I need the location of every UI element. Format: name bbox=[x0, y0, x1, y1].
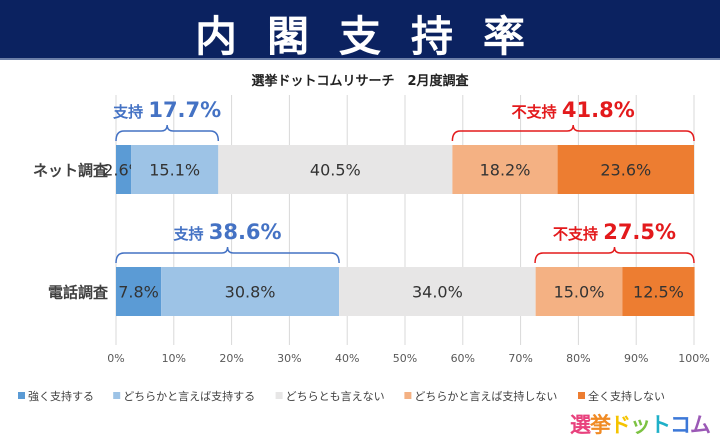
bar-segment bbox=[218, 145, 453, 194]
data-label: 18.2% bbox=[480, 161, 531, 180]
legend-label: どちらとも言えない bbox=[286, 390, 385, 403]
category-label: 電話調査 bbox=[48, 284, 109, 302]
bar-segment bbox=[339, 267, 536, 316]
chart-subtitle: 選挙ドットコムリサーチ 2月度調査 bbox=[251, 74, 469, 89]
page-title: 内閣支持率 bbox=[194, 12, 555, 61]
x-tick-label: 10% bbox=[162, 352, 186, 365]
category-label: ネット調査 bbox=[33, 162, 109, 180]
legend-label: どちらかと言えば支持しない bbox=[414, 389, 557, 403]
legend-swatch bbox=[113, 392, 121, 399]
data-label: 15.0% bbox=[554, 283, 605, 302]
bar-segment bbox=[116, 267, 162, 316]
x-tick-label: 100% bbox=[678, 352, 709, 365]
bar-segment bbox=[161, 267, 340, 316]
data-label: 30.8% bbox=[225, 283, 276, 302]
x-tick-label: 30% bbox=[277, 352, 301, 365]
data-label: 15.1% bbox=[149, 161, 200, 180]
x-tick-label: 40% bbox=[335, 352, 359, 365]
data-label: 23.6% bbox=[600, 161, 651, 180]
x-tick-label: 0% bbox=[107, 352, 124, 365]
x-tick-label: 80% bbox=[566, 352, 590, 365]
x-tick-label: 20% bbox=[219, 352, 243, 365]
bracket bbox=[115, 124, 220, 142]
logo: 選挙ドットコム bbox=[570, 413, 711, 437]
bar-segment bbox=[557, 145, 694, 194]
x-tick-label: 70% bbox=[508, 352, 532, 365]
data-label: 34.0% bbox=[412, 283, 463, 302]
annotation-label: 不支持 41.8% bbox=[512, 98, 635, 122]
annotation-label: 支持 17.7% bbox=[112, 98, 221, 122]
legend-swatch bbox=[404, 392, 412, 399]
bar-segment bbox=[131, 145, 219, 194]
legend-swatch bbox=[18, 392, 25, 399]
data-label: 7.8% bbox=[118, 283, 159, 302]
legend-swatch bbox=[275, 392, 283, 399]
legend-swatch bbox=[578, 392, 585, 399]
x-tick-label: 50% bbox=[393, 352, 417, 365]
annotation-label: 支持 38.6% bbox=[173, 220, 282, 244]
data-label: 40.5% bbox=[310, 161, 361, 180]
legend-label: 強く支持する bbox=[28, 389, 94, 403]
data-label: 12.5% bbox=[633, 283, 684, 302]
bar-segment bbox=[116, 145, 132, 194]
title-banner: 内閣支持率 bbox=[0, 0, 720, 61]
x-tick-label: 60% bbox=[451, 352, 475, 365]
bracket bbox=[115, 246, 340, 264]
bracket bbox=[534, 246, 695, 264]
x-tick-label: 90% bbox=[624, 352, 648, 365]
legend-label: 全く支持しない bbox=[588, 389, 665, 403]
bracket bbox=[451, 124, 695, 142]
bar-segment bbox=[452, 145, 558, 194]
legend-label: どちらかと言えば支持する bbox=[123, 389, 255, 403]
bar-segment bbox=[535, 267, 623, 316]
bar-segment bbox=[622, 267, 695, 316]
annotation-label: 不支持 27.5% bbox=[553, 220, 676, 244]
